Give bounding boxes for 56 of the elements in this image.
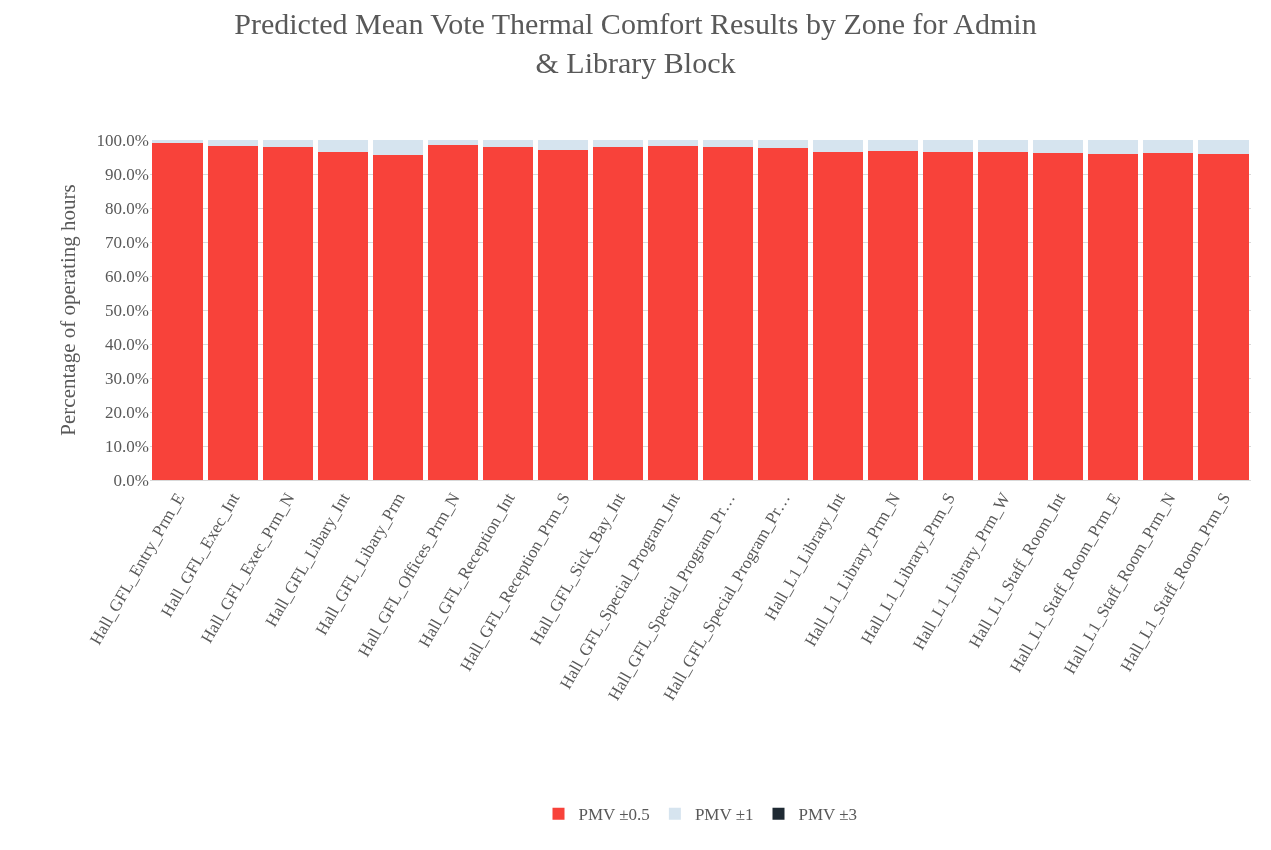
bar (1088, 140, 1139, 154)
bar (813, 151, 864, 480)
y-axis-title: Percentage of operating hours (55, 184, 80, 436)
legend-label: PMV ±3 (798, 805, 858, 825)
bar (758, 148, 809, 480)
bar (1143, 140, 1194, 153)
bar (372, 140, 423, 155)
bar (868, 150, 919, 480)
bar (868, 140, 919, 151)
bar (978, 151, 1029, 480)
legend-label: PMV ±0.5 (578, 805, 650, 825)
y-tick-label: 10.0% (105, 436, 149, 456)
bar (152, 143, 203, 480)
y-tick-label: 60.0% (105, 266, 149, 286)
y-tick-label: 30.0% (105, 368, 149, 388)
y-tick-label: 50.0% (105, 300, 149, 320)
bar (152, 140, 203, 144)
bar (427, 140, 478, 146)
bar (978, 140, 1029, 152)
bar (702, 146, 754, 480)
bar (923, 140, 974, 153)
bar (207, 146, 258, 480)
bar (427, 145, 478, 480)
bar (317, 151, 368, 480)
bar (592, 140, 643, 148)
bar (537, 149, 588, 480)
bar (647, 146, 699, 480)
bar (317, 140, 368, 152)
legend-label: PMV ±1 (694, 805, 754, 825)
bar (1033, 152, 1084, 480)
y-tick-label: 70.0% (105, 232, 149, 252)
y-tick-label: 40.0% (105, 334, 149, 354)
bar (1198, 140, 1249, 155)
bar (1198, 154, 1249, 480)
bar (702, 140, 754, 147)
y-tick-label: 20.0% (105, 402, 149, 422)
bar (758, 140, 809, 149)
bar (207, 140, 258, 147)
bar (537, 140, 588, 150)
bar (647, 140, 699, 147)
y-tick-label: 90.0% (105, 164, 149, 184)
bar (262, 147, 313, 480)
bar (262, 140, 313, 148)
bar (482, 140, 533, 148)
chart-title: Predicted Mean Vote Thermal Comfort Results by Zone for Admin & Library Block (234, 7, 1037, 79)
y-tick-label: 100.0% (96, 130, 149, 150)
y-tick-label: 0.0% (113, 470, 149, 490)
bar (813, 140, 864, 152)
bar (1088, 153, 1139, 480)
bar (372, 154, 423, 480)
bar (592, 147, 643, 480)
bar (1143, 152, 1194, 480)
y-tick-label: 80.0% (105, 198, 149, 218)
bar (482, 147, 533, 480)
bar (1033, 140, 1084, 153)
bar (923, 152, 974, 480)
